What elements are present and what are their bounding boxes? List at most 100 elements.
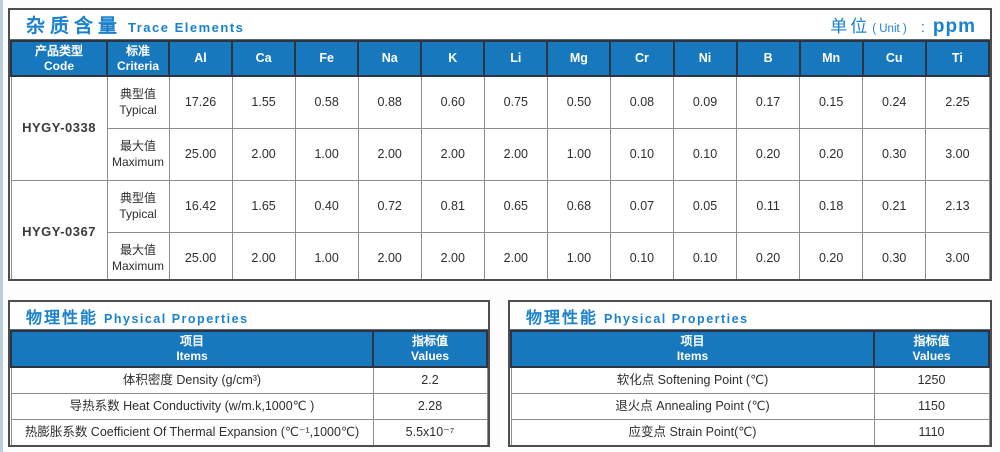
value-cell: 0.24 — [862, 75, 927, 129]
section-title-zh: 物理性能 — [26, 309, 99, 327]
table-row: 退火点 Annealing Point (℃) 1150 — [510, 393, 990, 420]
property-item: 软化点 Softening Point (℃) — [510, 366, 875, 394]
property-item: 应变点 Strain Point(℃) — [510, 419, 875, 445]
trace-title-group: 杂质含量 Trace Elements — [26, 11, 244, 38]
value-cell: 3.00 — [925, 128, 990, 181]
element-header-na: Na — [357, 40, 423, 77]
value-cell: 0.81 — [420, 180, 485, 233]
column-header-values-zh: 指标值 — [913, 334, 950, 348]
column-header-items: 项目 Items — [510, 330, 875, 368]
value-cell: 0.88 — [357, 75, 422, 129]
unit-label-en: ( Unit ) — [872, 22, 907, 35]
value-cell: 0.08 — [609, 75, 675, 129]
unit-group: 单位 ( Unit ) : ppm — [830, 12, 976, 38]
criteria-cell-typical: 典型值 Typical — [106, 75, 170, 129]
element-header-al: Al — [167, 40, 234, 77]
unit-value: ppm — [932, 15, 976, 37]
value-cell: 1.00 — [294, 128, 359, 181]
criteria-cell-maximum: 最大值 Maximum — [106, 232, 170, 279]
criteria-label-zh: 典型值 — [119, 86, 156, 101]
column-header-values-en: Values — [410, 349, 450, 363]
trace-elements-panel: 杂质含量 Trace Elements 单位 ( Unit ) : ppm 产品… — [8, 8, 992, 281]
value-cell: 17.26 — [168, 75, 233, 129]
value-cell: 25.00 — [168, 232, 233, 279]
element-header-ca: Ca — [231, 40, 297, 77]
table-row: 应变点 Strain Point(℃) 1110 — [510, 419, 990, 445]
value-cell: 1.00 — [546, 128, 611, 181]
column-header-code-zh: 产品类型 — [34, 43, 83, 58]
value-cell: 0.68 — [546, 180, 611, 233]
value-cell: 0.10 — [609, 232, 675, 279]
trace-header-row: 产品类型 Code 标准 Criteria Al Ca Fe Na K Li M… — [10, 40, 990, 77]
property-value: 5.5x10⁻⁷ — [372, 419, 488, 445]
value-cell: 0.20 — [736, 232, 801, 279]
element-header-k: K — [420, 40, 486, 77]
table-row: 最大值 Maximum 25.00 2.00 1.00 2.00 2.00 2.… — [11, 232, 990, 279]
value-cell: 0.10 — [672, 128, 738, 181]
value-cell: 2.00 — [357, 128, 422, 181]
value-cell: 0.11 — [736, 180, 801, 233]
property-value: 1250 — [873, 366, 990, 394]
value-cell: 0.17 — [736, 75, 801, 129]
value-cell: 0.40 — [294, 180, 359, 233]
unit-label-zh: 单位 — [830, 16, 871, 36]
value-cell: 0.18 — [799, 180, 864, 233]
value-cell: 1.00 — [294, 232, 359, 279]
value-cell: 0.10 — [609, 128, 675, 181]
column-header-code-en: Code — [44, 58, 74, 73]
value-cell: 0.50 — [546, 75, 611, 129]
physical-properties-left-panel: 物理性能 Physical Properties 项目 Items 指标值 Va… — [8, 300, 490, 447]
value-cell: 2.00 — [231, 128, 296, 181]
criteria-label-en: Typical — [119, 206, 157, 221]
physical-right-title-group: 物理性能 Physical Properties — [526, 304, 749, 328]
value-cell: 0.05 — [672, 180, 738, 233]
table-row: 热膨胀系数 Coefficient Of Thermal Expansion (… — [10, 419, 488, 445]
column-header-items-zh: 项目 — [179, 334, 204, 348]
table-row: 体积密度 Density (g/cm³) 2.2 — [10, 366, 488, 394]
element-header-fe: Fe — [294, 40, 360, 77]
product-code-cell: HYGY-0338 — [10, 75, 108, 181]
column-header-values-zh: 指标值 — [411, 334, 448, 348]
section-title-en: Physical Properties — [604, 311, 749, 326]
column-header-criteria-zh: 标准 — [125, 43, 150, 58]
value-cell: 0.60 — [420, 75, 485, 129]
criteria-label-en: Maximum — [111, 258, 164, 273]
value-cell: 0.15 — [799, 75, 864, 129]
criteria-cell-typical: 典型值 Typical — [106, 180, 170, 233]
value-cell: 2.00 — [420, 232, 485, 279]
criteria-label-zh: 最大值 — [119, 242, 156, 257]
value-cell: 16.42 — [168, 180, 233, 233]
value-cell: 0.07 — [609, 180, 675, 233]
physical-properties-right-panel: 物理性能 Physical Properties 项目 Items 指标值 Va… — [508, 300, 992, 447]
criteria-label-zh: 最大值 — [119, 138, 156, 153]
value-cell: 3.00 — [925, 232, 990, 279]
column-header-values: 指标值 Values — [372, 330, 488, 368]
table-row: HYGY-0367 典型值 Typical 16.42 1.65 0.40 0.… — [10, 180, 990, 279]
value-cell: 0.20 — [736, 128, 801, 181]
physical-header-row: 项目 Items 指标值 Values — [510, 330, 990, 368]
property-item: 体积密度 Density (g/cm³) — [10, 366, 374, 394]
value-cell: 2.00 — [420, 128, 485, 181]
element-header-cr: Cr — [609, 40, 675, 77]
value-cell: 2.13 — [925, 180, 990, 233]
element-header-mn: Mn — [798, 40, 864, 77]
property-value: 1150 — [873, 393, 990, 420]
product-code-cell: HYGY-0367 — [10, 180, 108, 279]
physical-left-table: 项目 Items 指标值 Values 体积密度 Density (g/cm³)… — [10, 330, 488, 445]
physical-right-titlebar: 物理性能 Physical Properties — [510, 302, 990, 330]
property-item: 退火点 Annealing Point (℃) — [510, 393, 875, 420]
table-row: 最大值 Maximum 25.00 2.00 1.00 2.00 2.00 2.… — [11, 128, 990, 181]
property-value: 2.28 — [372, 393, 488, 420]
element-header-li: Li — [483, 40, 549, 77]
trace-titlebar: 杂质含量 Trace Elements 单位 ( Unit ) : ppm — [10, 10, 990, 40]
value-cell: 0.30 — [862, 128, 927, 181]
page-edge-strip — [0, 0, 3, 452]
value-cell: 0.30 — [862, 232, 927, 279]
column-header-items-zh: 项目 — [680, 334, 705, 348]
section-title-zh: 杂质含量 — [26, 16, 123, 37]
table-row: 导热系数 Heat Conductivity (w/m.k,1000℃ ) 2.… — [10, 393, 488, 420]
value-cell: 0.21 — [862, 180, 927, 233]
value-cell: 2.00 — [483, 128, 548, 181]
value-cell: 2.00 — [231, 232, 296, 279]
property-value: 1110 — [873, 419, 990, 445]
